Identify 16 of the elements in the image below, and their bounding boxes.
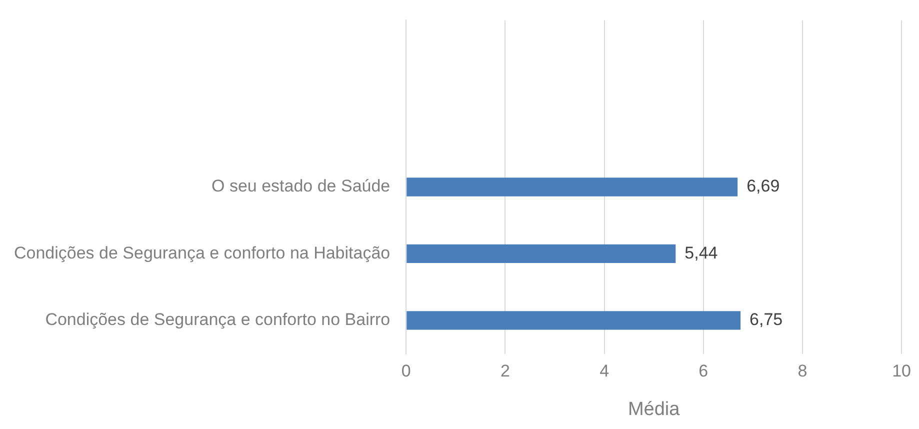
y-tick-label: Condições de Segurança e conforto na Habitação (14, 243, 390, 262)
bar (406, 311, 741, 330)
x-tick-label: 10 (892, 362, 912, 381)
bar (406, 178, 738, 196)
x-tick-label: 2 (500, 362, 510, 381)
y-tick-label: Condições de Segurança e conforto no Bairro (45, 310, 390, 330)
bar (406, 244, 676, 264)
x-tick-label: 8 (798, 362, 808, 381)
data-label: 5,44 (684, 243, 718, 262)
x-tick-label: 0 (401, 362, 411, 381)
x-axis-title: Média (628, 398, 680, 420)
x-tick-label: 6 (698, 362, 708, 381)
x-tick-label: 4 (600, 362, 610, 381)
y-tick-label: O seu estado de Saúde (212, 176, 390, 196)
data-label: 6,75 (750, 310, 783, 330)
data-label: 6,69 (746, 176, 780, 196)
